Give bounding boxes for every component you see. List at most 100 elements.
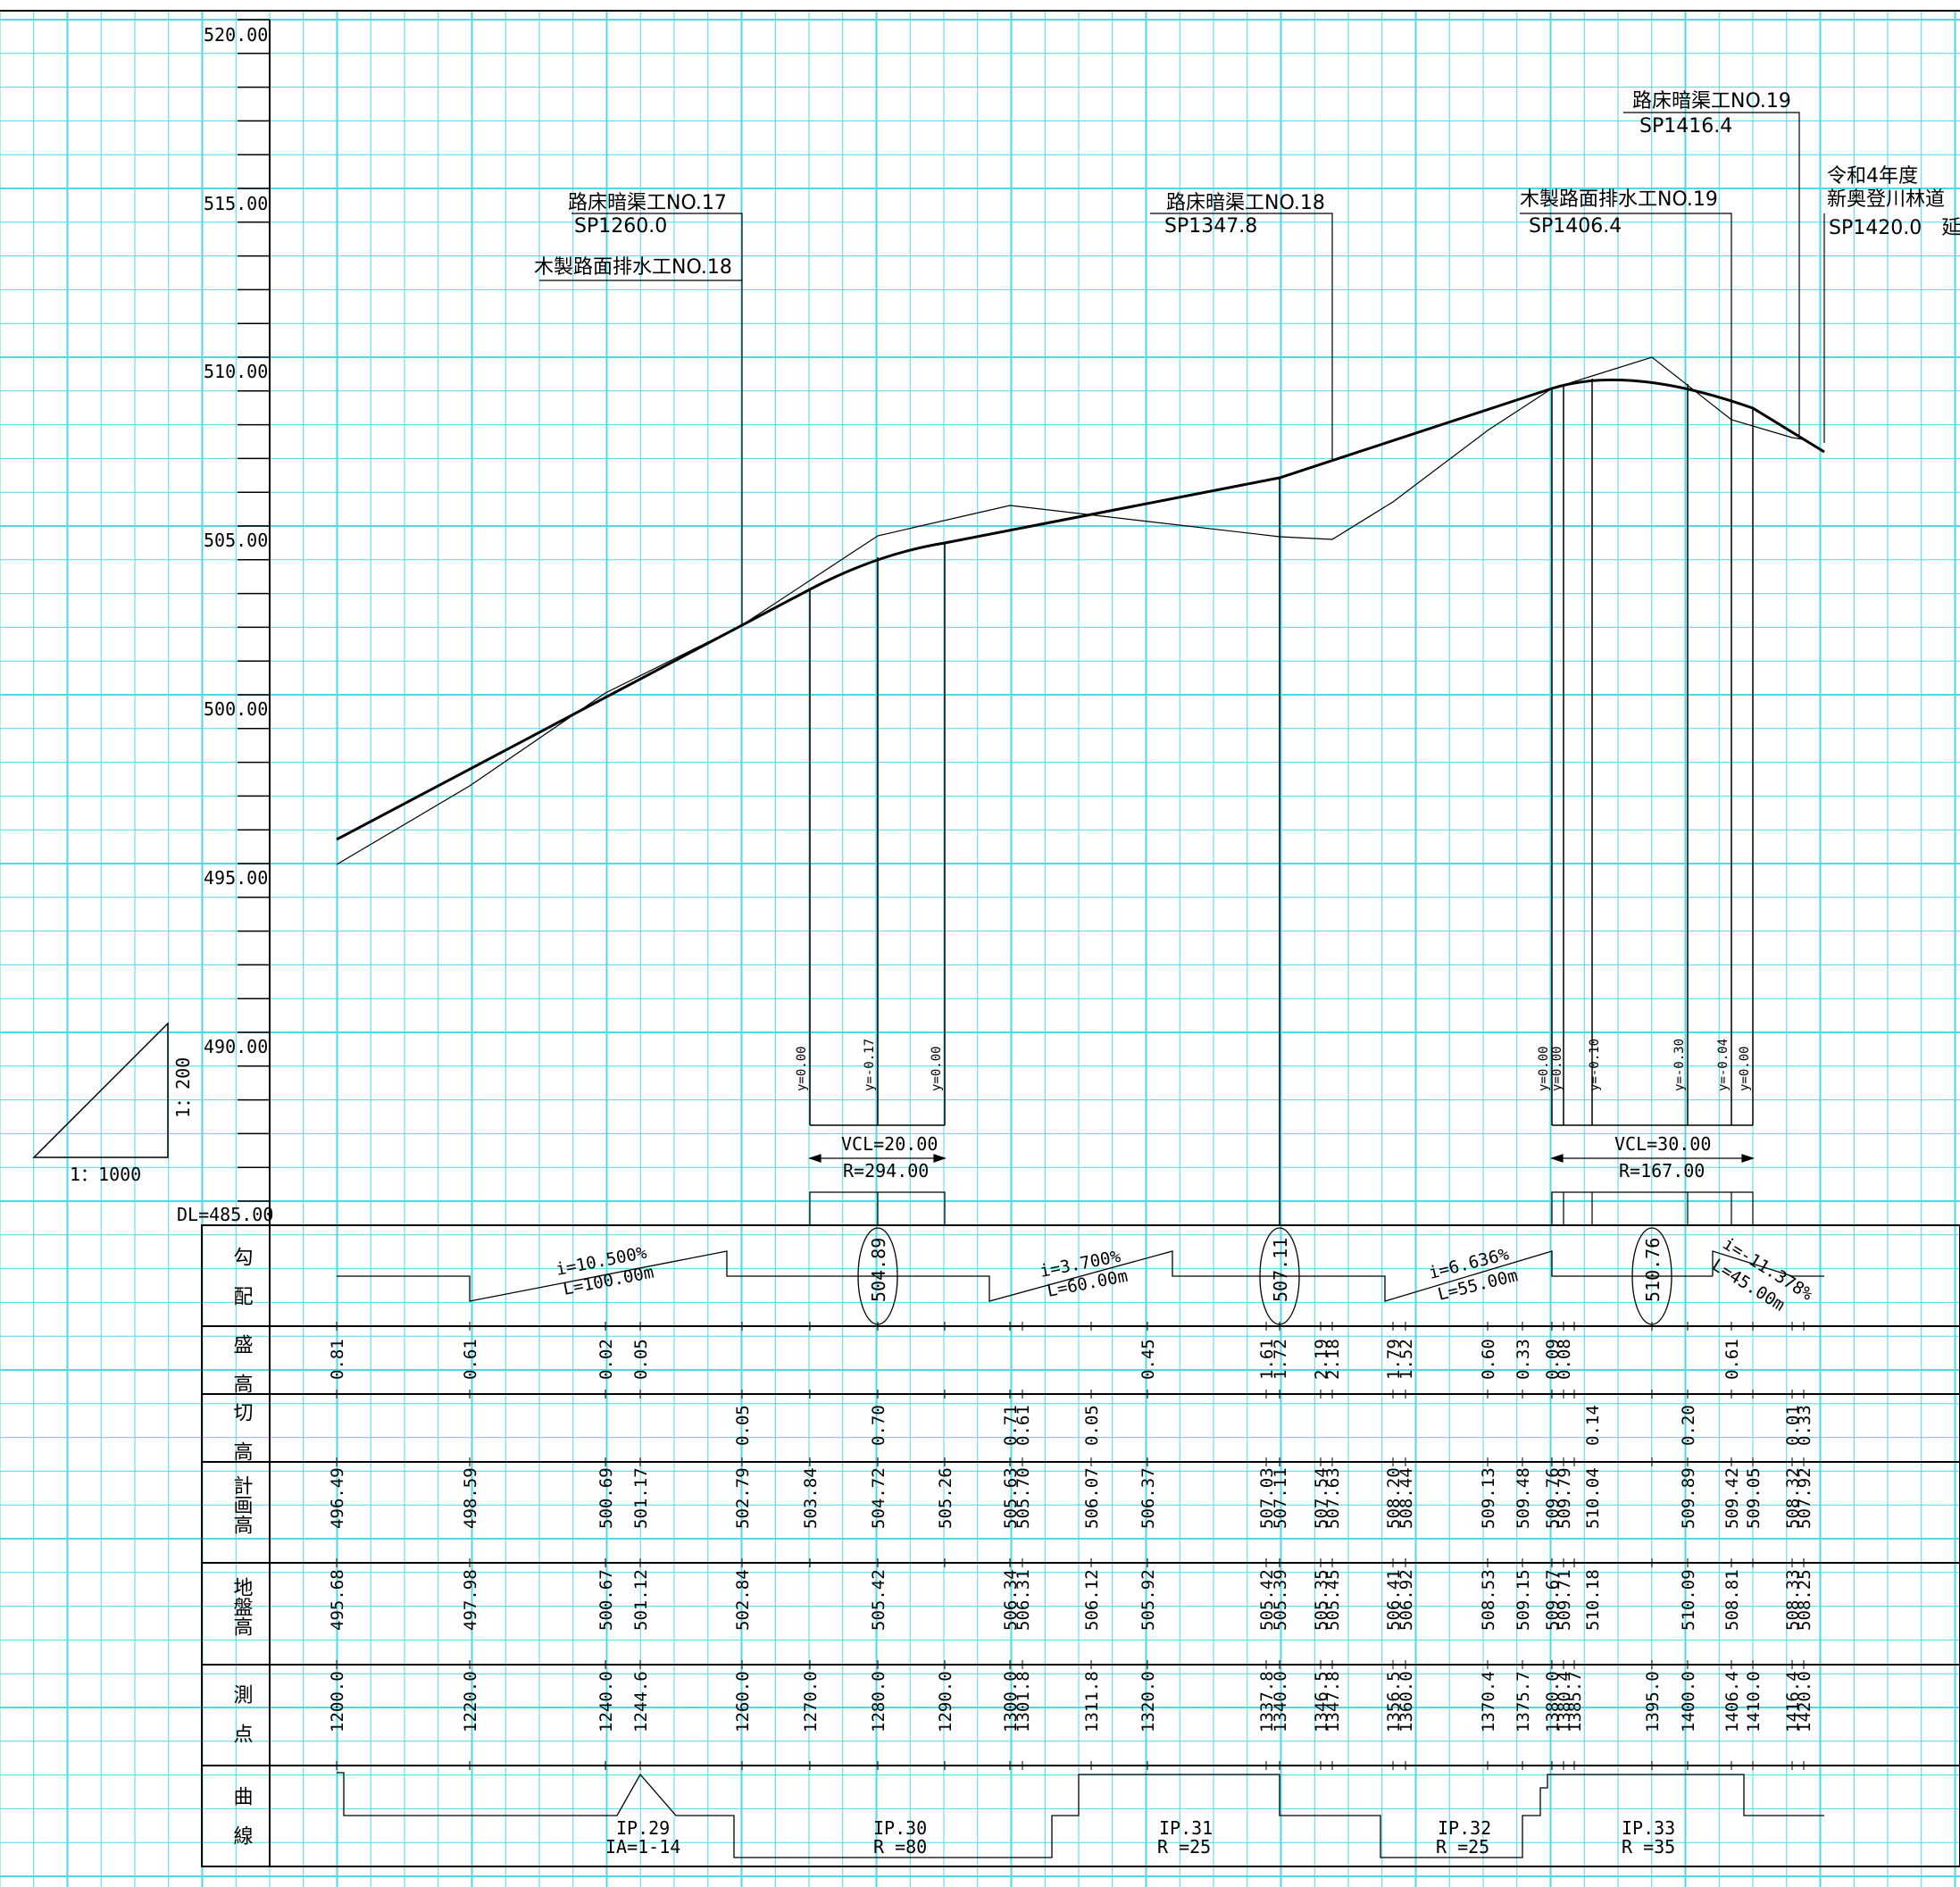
station-value: 1406.4 [1722, 1671, 1742, 1733]
cut-value: 0.33 [1795, 1405, 1814, 1446]
row-header: 測 点 [230, 1684, 254, 1743]
fill-value: 0.09 [1543, 1339, 1563, 1380]
plan-value: 508.32 [1783, 1467, 1803, 1529]
curve-label: R =25 [1157, 1836, 1211, 1858]
station-value: 1420.0 [1795, 1671, 1814, 1733]
curve-label: IP.29 [616, 1817, 670, 1839]
vpi-elevation: 504.89 [868, 1238, 889, 1302]
ground-value: 509.15 [1514, 1569, 1533, 1631]
fill-value: 0.05 [631, 1339, 651, 1380]
fill-value: 1.61 [1257, 1339, 1277, 1380]
y-label: 500.00 [204, 698, 268, 720]
plan-value: 501.17 [631, 1467, 651, 1529]
plan-value: 507.03 [1257, 1467, 1277, 1529]
fill-value: 0.02 [596, 1339, 616, 1380]
radius-label: R=294.00 [843, 1160, 929, 1181]
cut-value: 0.20 [1679, 1405, 1698, 1446]
scale-triangle: 1：200 1：1000 [32, 1022, 194, 1185]
ground-row: 495.68 497.98 500.67 501.12 502.84 505.42 506.… [328, 1569, 1814, 1631]
cut-value: 0.05 [733, 1405, 753, 1446]
station-value: 1320.0 [1138, 1671, 1158, 1733]
fill-value: 2.19 [1312, 1339, 1331, 1380]
vcl-label: VCL=30.00 [1614, 1133, 1711, 1155]
ground-value: 508.33 [1783, 1569, 1803, 1631]
plan-value: 500.69 [596, 1467, 616, 1529]
row-header: 地盤高 [230, 1577, 254, 1636]
row-header: 勾 配 [230, 1247, 254, 1306]
station-value: 1416.4 [1783, 1671, 1803, 1733]
elevation-axis: 520.00 515.00 510.00 505.00 500.00 495.0… [177, 19, 273, 1225]
fill-value: 0.45 [1138, 1339, 1158, 1380]
ground-value: 505.42 [1257, 1569, 1277, 1631]
curve-label: IA=1-14 [605, 1836, 680, 1858]
ordinate-label: y=0.00 [795, 1046, 809, 1091]
ordinate-label: y=-0.04 [1716, 1039, 1731, 1091]
plan-value: 509.76 [1543, 1467, 1563, 1529]
ordinate-label: y=-0.17 [863, 1039, 877, 1091]
grade-labels: i=10.500% L=100.00m i=3.700% L=60.00m i=… [555, 1234, 1817, 1315]
cut-value: 0.70 [869, 1405, 888, 1446]
plan-value: 504.72 [869, 1467, 888, 1529]
station-value: 1360.0 [1397, 1671, 1416, 1733]
ground-value: 505.45 [1323, 1569, 1343, 1631]
project-label: 令和4年度 [1827, 165, 1918, 188]
cut-value: 0.01 [1783, 1405, 1803, 1446]
ordinate-labels: y=0.00 y=-0.17 y=0.00 y=0.00 y=0.00 y=-0… [795, 1039, 1752, 1091]
ground-value: 506.92 [1397, 1569, 1416, 1631]
station-value: 1340.0 [1271, 1671, 1290, 1733]
station-value: 1301.8 [1013, 1671, 1033, 1733]
fill-value: 0.33 [1514, 1339, 1533, 1380]
ground-value: 510.09 [1679, 1569, 1698, 1631]
horizontal-scale: 1：1000 [70, 1164, 141, 1185]
structure-label: 路床暗渠工NO.18 [1166, 192, 1325, 214]
plan-value: 506.37 [1138, 1467, 1158, 1529]
structure-label: SP1406.4 [1529, 215, 1622, 238]
station-value: 1385.7 [1565, 1671, 1585, 1733]
structure-label: SP1416.4 [1639, 115, 1732, 138]
station-value: 1290.0 [936, 1671, 955, 1733]
plan-value: 506.07 [1082, 1467, 1102, 1529]
cut-value: 0.61 [1013, 1405, 1033, 1446]
fill-row: 0.81 0.61 0.02 0.05 0.45 1.611.72 2.192.18 1.79… [328, 1339, 1742, 1380]
structure-label: 路床暗渠工NO.17 [568, 192, 727, 214]
ground-value: 509.71 [1555, 1569, 1574, 1631]
structure-label: 木製路面排水工NO.18 [534, 256, 732, 279]
ground-value: 508.53 [1479, 1569, 1498, 1631]
ground-value: 500.67 [596, 1569, 616, 1631]
vcl-dimensions [808, 1154, 1755, 1225]
ground-value: 508.81 [1722, 1569, 1742, 1631]
structure-label: 路床暗渠工NO.19 [1632, 90, 1791, 113]
fill-value: 0.81 [328, 1339, 347, 1380]
ordinate-label: y=-0.10 [1588, 1039, 1602, 1091]
fill-value: 0.61 [461, 1339, 480, 1380]
curve-label: R =80 [873, 1836, 927, 1858]
station-row: 1200.0 1220.0 1240.0 1244.6 1260.0 1270.0 1280… [328, 1322, 1814, 1770]
plan-value: 505.63 [1001, 1467, 1021, 1529]
row-header: 盛 高 [230, 1334, 254, 1393]
ground-value: 497.98 [461, 1569, 480, 1631]
vpi-elevation: 510.76 [1642, 1238, 1664, 1302]
y-label: 510.00 [204, 361, 268, 382]
grid [0, 11, 1960, 1887]
fill-value: 0.60 [1479, 1339, 1498, 1380]
station-value: 1410.0 [1744, 1671, 1764, 1733]
fill-value: 1.79 [1384, 1339, 1404, 1380]
station-value: 1300.0 [1001, 1671, 1021, 1733]
plan-value: 508.44 [1397, 1467, 1416, 1529]
structure-leaders [539, 112, 1825, 625]
station-value: 1380.4 [1555, 1671, 1574, 1733]
plan-value: 496.49 [328, 1467, 347, 1529]
plan-value: 498.59 [461, 1467, 480, 1529]
station-value: 1260.0 [733, 1671, 753, 1733]
fill-value: 0.08 [1555, 1339, 1574, 1380]
station-value: 1244.6 [631, 1671, 651, 1733]
grade-row [337, 1227, 1824, 1325]
curve-label: IP.33 [1622, 1817, 1675, 1839]
ground-value: 506.34 [1001, 1569, 1021, 1631]
curve-label: IP.30 [873, 1817, 927, 1839]
plan-value: 505.26 [936, 1467, 955, 1529]
vertical-scale: 1：200 [172, 1057, 194, 1118]
station-value: 1375.7 [1514, 1671, 1533, 1733]
ordinate-label: y=0.00 [1537, 1046, 1551, 1091]
